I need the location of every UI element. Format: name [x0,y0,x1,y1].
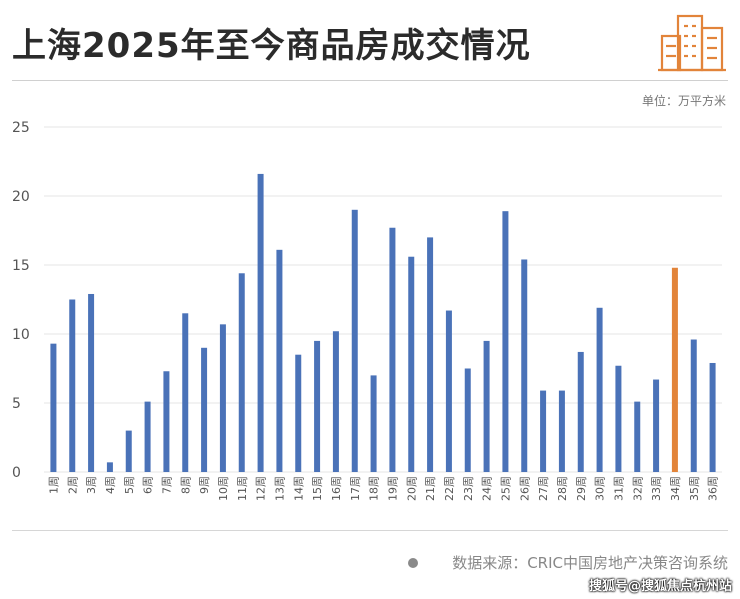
bar [351,209,358,473]
bar-chart: 0 5 10 15 20 25 1周 2周 3周 4周 5周 6周 7周 8周 9周 10周 11周 12周 13周… [12,120,722,501]
bar [219,324,226,472]
bar [69,299,76,472]
x-tick-label: 23周 [462,476,475,501]
bar [483,340,490,472]
x-tick-label: 17周 [349,476,362,501]
x-tick-label: 28周 [556,476,569,501]
y-tick-label: 25 [12,120,30,136]
x-tick-label: 18周 [368,476,381,501]
x-tick-label: 26周 [518,476,531,501]
x-tick-label: 30周 [594,476,607,501]
x-tick-label: 27周 [537,476,550,501]
bar [690,339,697,472]
x-tick-label: 10周 [217,476,230,501]
bar [502,211,509,472]
bar [144,401,151,472]
bar [125,430,132,472]
bar [615,365,622,472]
title-divider [12,80,728,81]
bar [332,331,339,472]
bar [163,371,170,472]
bar [370,375,377,472]
footer-divider [12,530,728,531]
x-tick-label: 22周 [443,476,456,501]
bar [445,310,452,472]
bar [276,249,283,472]
buildings-icon [658,14,726,72]
x-tick-label: 4周 [104,476,117,494]
bar [182,313,189,472]
x-tick-label: 24周 [481,476,494,501]
x-tick-label: 32周 [631,476,644,501]
x-tick-label: 31周 [612,476,625,501]
x-tick-label: 5周 [123,476,136,494]
y-tick-label: 15 [12,258,30,274]
bar [106,462,113,472]
x-tick-label: 13周 [273,476,286,501]
bar [577,351,584,472]
bar [634,401,641,472]
bar [671,267,678,472]
bar [257,173,264,473]
x-tick-label: 9周 [198,476,211,494]
x-tick-label: 6周 [142,476,155,494]
x-tick-label: 29周 [575,476,588,501]
y-tick-label: 20 [12,189,30,205]
bar [653,379,660,472]
x-tick-label: 20周 [405,476,418,501]
x-tick-label: 21周 [424,476,437,501]
bar [596,307,603,472]
x-tick-label: 12周 [255,476,268,501]
bar [427,237,434,472]
x-tick-label: 35周 [688,476,701,501]
x-tick-label: 11周 [236,476,249,501]
unit-label: 单位：万平方米 [641,94,726,108]
bar [50,343,57,472]
x-tick-label: 14周 [292,476,305,501]
y-tick-label: 0 [12,465,21,481]
y-tick-label: 10 [12,327,30,343]
bar [295,354,302,472]
bar [521,259,528,472]
bar [558,390,565,472]
watermark: 搜狐号@搜狐焦点杭州站 [588,579,732,594]
data-source: 数据来源：CRIC中国房地产决策咨询系统 [408,552,728,573]
x-tick-label: 7周 [160,476,173,494]
x-tick-label: 16周 [330,476,343,501]
x-tick-label: 19周 [386,476,399,501]
y-tick-label: 5 [12,396,21,412]
bar [408,256,415,472]
bar [201,347,208,472]
x-tick-label: 8周 [179,476,192,494]
bar [88,293,95,472]
x-tick-label: 1周 [47,476,60,494]
bar [389,227,396,472]
x-tick-label: 15周 [311,476,324,501]
x-tick-label: 36周 [707,476,720,501]
bullet-icon [408,557,419,568]
bar [238,273,245,472]
chart-title: 上海2025年至今商品房成交情况 [12,26,531,66]
x-tick-label: 33周 [650,476,663,501]
bar [464,368,471,472]
x-tick-label: 2周 [66,476,79,494]
bar [709,362,716,472]
bar [540,390,547,472]
bar [314,340,321,472]
x-tick-label: 34周 [669,476,682,501]
source-text: 数据来源：CRIC中国房地产决策咨询系统 [452,554,728,572]
x-tick-label: 3周 [85,476,98,494]
x-tick-label: 25周 [499,476,512,501]
